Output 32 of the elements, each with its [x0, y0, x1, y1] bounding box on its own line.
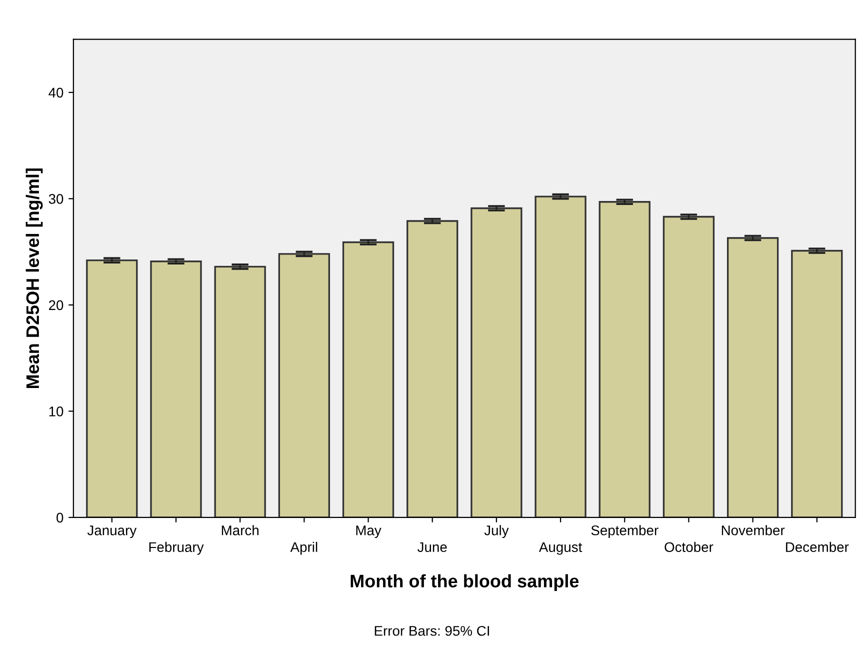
x-tick-label: October: [664, 542, 714, 552]
x-tick-label: January: [87, 526, 137, 538]
bar: [342, 241, 394, 518]
x-tick-label: August: [538, 542, 582, 555]
y-axis-title: Mean D25OH level [ng/ml]: [26, 168, 43, 388]
bar: [598, 201, 650, 518]
x-axis-title: Month of the blood sample: [350, 574, 579, 592]
y-tick-label: 40: [48, 88, 64, 98]
x-tick-label: November: [722, 525, 785, 536]
bar: [86, 259, 138, 518]
y-tick-label: 10: [49, 406, 64, 416]
x-tick-label: March: [222, 525, 258, 536]
x-tick-label: February: [149, 542, 204, 555]
x-tick-label: July: [484, 525, 509, 538]
bar: [214, 266, 266, 518]
bar: [406, 220, 458, 518]
text: Error Bars: 95% CI: [374, 626, 489, 636]
x-tick-label: December: [786, 542, 849, 552]
bar: [662, 216, 715, 518]
x-tick-label: September: [591, 525, 658, 538]
y-tick-label: 0: [56, 512, 64, 523]
y-tick-label: 20: [48, 300, 64, 310]
bar: [150, 260, 202, 518]
bar: [278, 253, 330, 518]
bar: [470, 207, 522, 518]
x-tick-label: April: [290, 542, 318, 555]
bar: [791, 250, 843, 518]
x-tick-label: June: [418, 542, 447, 552]
y-tick-label: 30: [48, 194, 64, 204]
bar: [534, 196, 586, 518]
bar: [726, 237, 779, 518]
x-tick-label: May: [356, 526, 382, 538]
